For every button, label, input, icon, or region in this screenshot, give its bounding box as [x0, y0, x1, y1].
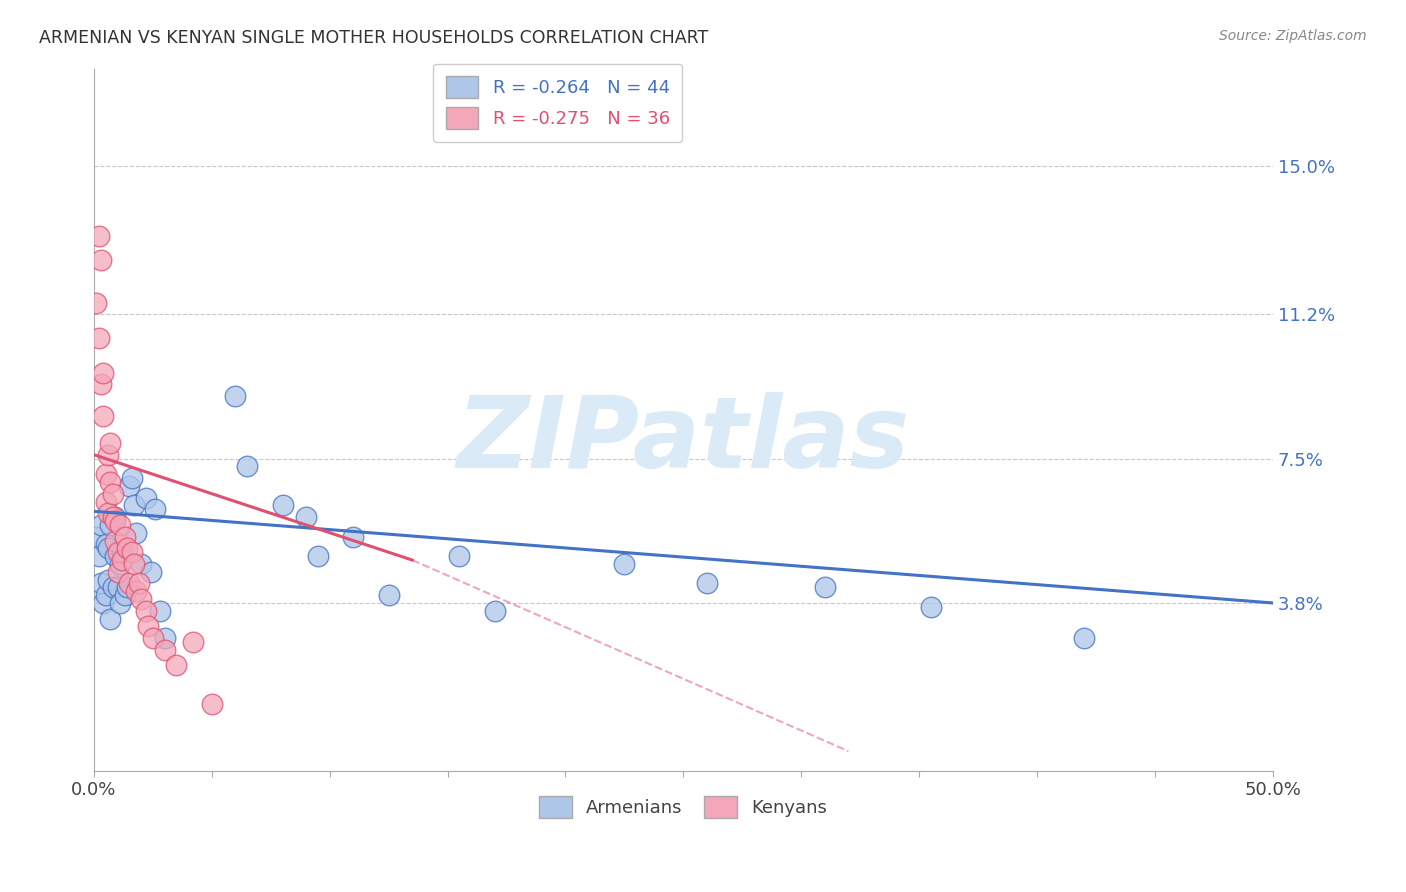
- Point: [111, 545, 134, 559]
- Point: [295, 510, 318, 524]
- Point: [129, 557, 152, 571]
- Point: [104, 549, 127, 563]
- Point: [93, 366, 115, 380]
- Point: [122, 499, 145, 513]
- Text: ZIPatlas: ZIPatlas: [457, 392, 910, 489]
- Point: [125, 525, 148, 540]
- Point: [181, 635, 204, 649]
- Point: [104, 514, 127, 528]
- Point: [484, 604, 506, 618]
- Point: [1073, 631, 1095, 645]
- Point: [114, 530, 136, 544]
- Point: [87, 229, 110, 244]
- Point: [224, 389, 246, 403]
- Point: [114, 588, 136, 602]
- Point: [153, 642, 176, 657]
- Point: [143, 502, 166, 516]
- Point: [125, 584, 148, 599]
- Point: [93, 409, 115, 423]
- Point: [153, 631, 176, 645]
- Point: [111, 553, 134, 567]
- Point: [135, 604, 157, 618]
- Point: [97, 573, 120, 587]
- Point: [84, 295, 107, 310]
- Point: [101, 510, 124, 524]
- Point: [613, 557, 636, 571]
- Point: [129, 592, 152, 607]
- Point: [94, 494, 117, 508]
- Point: [90, 377, 112, 392]
- Point: [139, 565, 162, 579]
- Point: [165, 658, 187, 673]
- Point: [100, 611, 122, 625]
- Point: [128, 576, 150, 591]
- Point: [87, 331, 110, 345]
- Text: ARMENIAN VS KENYAN SINGLE MOTHER HOUSEHOLDS CORRELATION CHART: ARMENIAN VS KENYAN SINGLE MOTHER HOUSEHO…: [39, 29, 709, 46]
- Point: [814, 580, 837, 594]
- Point: [87, 549, 110, 563]
- Point: [108, 517, 131, 532]
- Point: [100, 517, 122, 532]
- Point: [97, 448, 120, 462]
- Point: [449, 549, 471, 563]
- Point: [90, 576, 112, 591]
- Point: [90, 252, 112, 267]
- Point: [100, 436, 122, 450]
- Point: [104, 533, 127, 548]
- Point: [100, 475, 122, 489]
- Point: [696, 576, 718, 591]
- Point: [93, 596, 115, 610]
- Point: [107, 580, 129, 594]
- Point: [121, 545, 143, 559]
- Point: [201, 698, 224, 712]
- Point: [920, 599, 942, 614]
- Point: [236, 459, 259, 474]
- Point: [377, 588, 399, 602]
- Text: Source: ZipAtlas.com: Source: ZipAtlas.com: [1219, 29, 1367, 43]
- Point: [108, 596, 131, 610]
- Point: [121, 471, 143, 485]
- Point: [136, 619, 159, 633]
- Point: [142, 631, 165, 645]
- Point: [108, 557, 131, 571]
- Point: [107, 545, 129, 559]
- Point: [94, 537, 117, 551]
- Point: [97, 541, 120, 556]
- Point: [135, 491, 157, 505]
- Point: [149, 604, 172, 618]
- Point: [115, 541, 138, 556]
- Point: [97, 506, 120, 520]
- Point: [90, 517, 112, 532]
- Point: [115, 580, 138, 594]
- Point: [271, 499, 294, 513]
- Point: [107, 565, 129, 579]
- Point: [342, 530, 364, 544]
- Point: [101, 487, 124, 501]
- Point: [122, 557, 145, 571]
- Point: [94, 467, 117, 482]
- Legend: Armenians, Kenyans: Armenians, Kenyans: [531, 789, 835, 825]
- Point: [307, 549, 329, 563]
- Point: [118, 479, 141, 493]
- Point: [94, 588, 117, 602]
- Point: [104, 510, 127, 524]
- Point: [101, 580, 124, 594]
- Point: [118, 576, 141, 591]
- Point: [84, 530, 107, 544]
